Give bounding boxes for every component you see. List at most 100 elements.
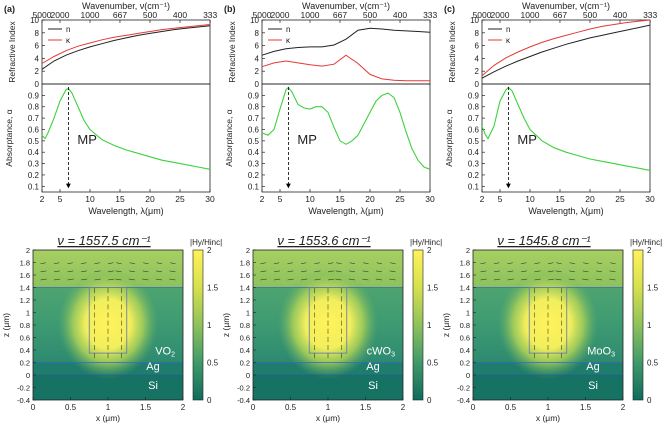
film-layer-label: MoO3 [587,345,615,358]
series-line-n [481,24,651,79]
heatmap-ytick-label: 0.8 [460,321,470,330]
top-tick-label: 333 [423,10,437,20]
top-tick-label: 2000 [271,10,290,20]
field-vector [143,262,149,264]
lower-frame [261,83,431,193]
field-vector [569,262,576,264]
heatmap-xtick-label: 0.5 [65,403,77,412]
heatmap-xtick-label: 2 [621,403,626,412]
lower-frame [481,83,651,193]
heatmap-ytick-label: -0.2 [237,384,250,393]
lower-ytick-label: 0.4 [468,148,480,157]
line-panel-1: (a) Wavenumber, ν(cm⁻¹)5000 2000 1000 667 500… [4,1,218,216]
field-vector [53,270,60,273]
colorbar-tick-label: 1.5 [647,284,659,293]
film-label-sub: 3 [391,351,395,358]
field-vector [94,278,101,281]
field-arrows [260,262,396,359]
series-line-kappa [261,54,430,82]
field-vector [362,278,369,281]
top-tick-label: 2000 [51,10,70,20]
heatmap-title: ν = 1553.6 cm⁻¹ [277,233,371,248]
lower-ytick-label: 0.3 [28,160,40,169]
film-label-sub: 3 [611,351,615,358]
field-vector [493,278,501,281]
field-vector [327,270,334,273]
field-vector [480,262,486,264]
field-vector [327,262,334,264]
heatmap-ytick-label: -0.2 [17,384,30,393]
panel-label: (b) [224,4,236,14]
upper-ytick-label: 6 [255,42,260,51]
upper-ytick-label: 2 [255,67,260,76]
field-vector [273,278,281,281]
upper-ytick-label: 4 [255,54,260,63]
field-vector [107,278,115,281]
upper-ytick-label: 2 [475,67,480,76]
top-tick-label: 667 [553,10,567,20]
upper-ylabel: Refractive Index [227,21,237,83]
colorbar-label: |Hy/Hinc| [410,238,442,247]
heatmap-xtick-label: 0.5 [285,403,297,412]
film-label-main: cWO [367,345,392,357]
ag-layer-label: Ag [366,361,379,373]
heatmap-ytick-label: 0.2 [20,359,30,368]
field-vector [555,270,562,273]
field-vector [142,278,149,281]
field-vector [349,270,356,273]
xtick-label: 2 [40,194,45,204]
heatmap-ytick-label: 0.2 [460,359,470,368]
field-vector [609,270,616,273]
heatmap-ytick-label: 0.4 [460,346,470,355]
series-line-absorptance [41,87,211,170]
colorbar [632,249,644,401]
heatmap-title: ν = 1545.8 cm⁻¹ [497,233,591,248]
top-tick-label: 2000 [491,10,510,20]
heatmap-ytick-label: 0.8 [240,321,250,330]
xtick-label: 20 [145,194,155,204]
heatmap-ylabel: z (μm) [221,313,231,337]
lower-ytick-label: 0.8 [468,103,480,112]
field-vector [520,262,527,264]
field-vector [493,270,500,273]
ag-layer-label: Ag [586,361,599,373]
field-vector [94,262,100,264]
xtick-label: 5 [498,194,503,204]
field-vector [67,262,73,264]
field-vector [287,278,294,281]
field-vector [273,270,280,273]
field-vector [300,262,307,264]
lower-ytick-label: 0.1 [468,182,480,191]
field-vector [80,262,87,264]
field-vector [389,278,396,281]
colorbar [192,249,204,401]
lower-ytick-label: 0.9 [248,91,260,100]
field-vector [547,278,555,281]
field-vector [53,278,61,281]
xtick-label: 15 [335,194,345,204]
field-vector [376,262,383,264]
field-arrows [480,262,616,359]
field-vector [169,278,176,281]
si-region [253,375,403,400]
top-tick-label: 667 [333,10,347,20]
top-tick-label: 500 [583,10,597,20]
field-vector [555,278,562,281]
heatmap-xtick-label: 1.5 [580,403,592,412]
lower-ytick-label: 0.6 [248,125,260,134]
lower-ytick-label: 0.7 [468,114,480,123]
upper-ytick-label: 6 [475,42,480,51]
heatmap-ytick-label: -0.4 [237,396,250,405]
top-tick-label: 333 [203,10,217,20]
field-vector [596,262,603,264]
xtick-label: 5 [58,194,63,204]
field-vector [362,270,369,273]
line-panel-2: (b) Wavenumber, ν(cm⁻¹)5000 2000 1000 667 500… [224,1,438,216]
field-vector [155,278,163,281]
field-vector [107,262,114,264]
field-vector [300,278,308,281]
field-vector [300,270,307,273]
lower-ytick-label: 0.7 [248,114,260,123]
field-vector [107,270,114,273]
colorbar-tick-label: 1 [427,321,432,330]
